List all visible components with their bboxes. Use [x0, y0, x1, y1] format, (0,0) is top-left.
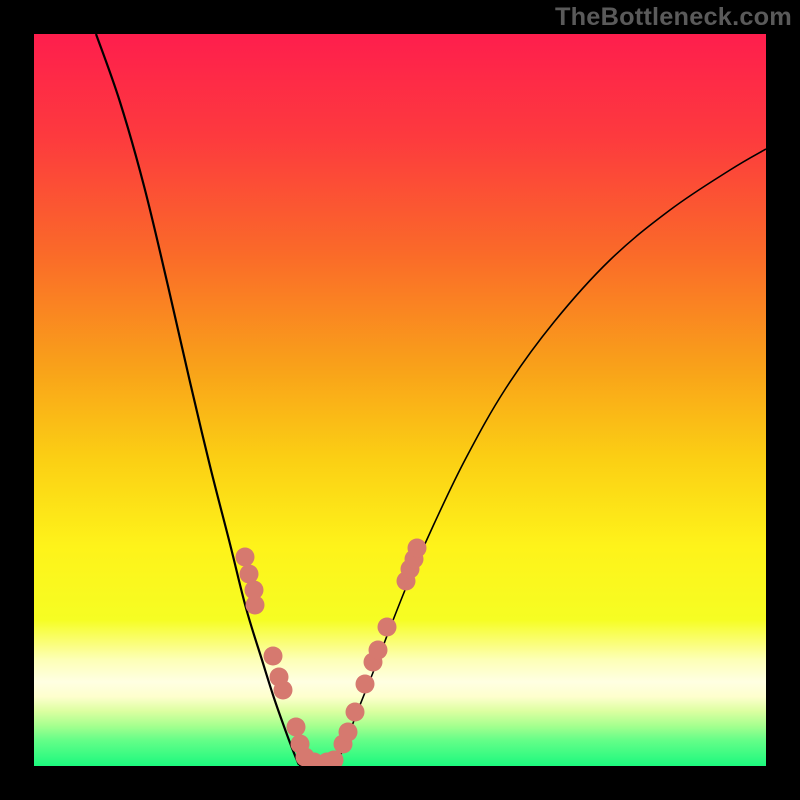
watermark-text: TheBottleneck.com	[555, 3, 792, 32]
data-point-marker	[408, 539, 427, 558]
data-point-marker	[356, 675, 375, 694]
outer-frame: TheBottleneck.com	[0, 0, 800, 800]
data-point-marker	[264, 647, 283, 666]
plot-area	[34, 34, 766, 766]
data-point-marker	[339, 723, 358, 742]
bottleneck-curve-right	[334, 149, 766, 765]
data-point-marker	[369, 641, 388, 660]
data-point-marker	[274, 681, 293, 700]
data-point-marker	[346, 703, 365, 722]
curve-layer	[34, 34, 766, 766]
data-point-marker	[246, 596, 265, 615]
data-point-marker	[287, 718, 306, 737]
curve-markers	[236, 539, 427, 767]
data-point-marker	[378, 618, 397, 637]
data-point-marker	[236, 548, 255, 567]
